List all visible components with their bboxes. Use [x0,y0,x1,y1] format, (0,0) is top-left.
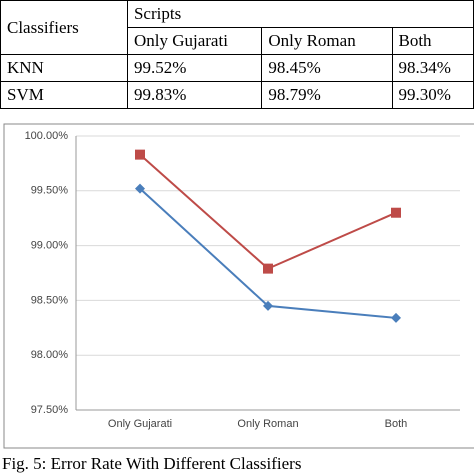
header-cell: Both [391,27,474,55]
cell: 98.34% [391,54,474,82]
header-cell: Classifiers [0,0,128,55]
x-tick-label: Both [385,418,408,430]
marker [391,312,401,323]
cell: 99.52% [126,54,263,82]
marker [263,300,273,311]
header-cell: Scripts [126,0,474,28]
marker [135,183,145,194]
results-table: Classifiers Scripts Only Gujarati Only R… [0,0,474,109]
y-tick-label: 98.50% [31,294,69,306]
marker [391,207,401,218]
marker [135,149,145,160]
cell: 99.83% [126,81,263,109]
y-tick-label: 100.00% [25,130,69,142]
marker [263,263,273,274]
header-cell: Only Gujarati [126,27,263,55]
cell: KNN [0,54,128,82]
cell: 98.79% [261,81,393,109]
chart-frame [3,123,474,449]
y-tick-label: 97.50% [31,404,69,416]
x-tick-label: Only Gujarati [108,418,172,430]
cell: 98.45% [261,54,393,82]
y-tick-label: 98.00% [31,349,69,361]
cell: SVM [0,81,128,109]
cell: 99.30% [391,81,474,109]
header-cell: Only Roman [261,27,393,55]
chart: 97.50% 98.00% 98.50% 99.00% 99.50% 100.00% Onl… [3,123,474,449]
x-tick-label: Only Roman [237,418,298,430]
y-tick-label: 99.00% [31,240,69,252]
caption: Fig. 5: Error Rate With Different Classi… [2,454,302,473]
y-tick-label: 99.50% [31,185,69,197]
